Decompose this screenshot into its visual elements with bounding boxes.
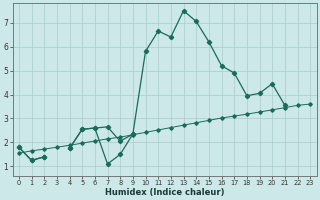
X-axis label: Humidex (Indice chaleur): Humidex (Indice chaleur) <box>105 188 224 197</box>
